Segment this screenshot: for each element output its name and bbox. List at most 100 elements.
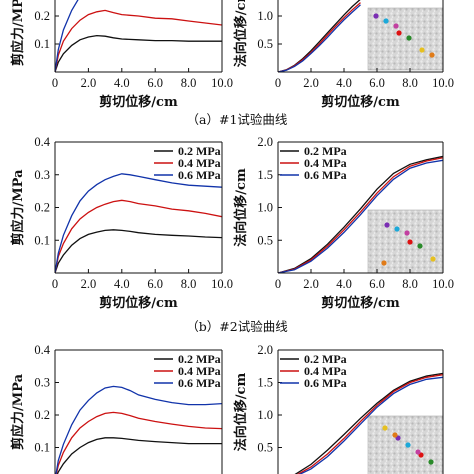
series-line-0-0 [55,34,222,72]
specimen-photo-0 [367,7,444,71]
legend-label: 0.4 MPa [304,364,347,378]
x-tick-label: 10.0 [432,277,454,291]
x-tick-label: 2.0 [81,277,97,291]
series-line-5-2 [298,376,443,474]
x-tick-label: 0 [52,277,58,291]
series-line-2-1 [55,199,222,273]
legend-label: 0.4 MPa [178,364,221,378]
legend-label: 0.6 MPa [178,168,221,182]
x-tick-label: 2.0 [81,76,97,90]
x-tick-label: 8.0 [181,277,197,291]
series-line-1-0 [278,0,361,72]
x-axis-label: 剪切位移/cm [99,295,178,311]
caption-b: （b）#2试验曲线 [186,319,288,334]
legend-label: 0.4 MPa [178,156,221,170]
legend-label: 0.6 MPa [304,376,347,390]
x-tick-label: 4.0 [114,76,130,90]
y-axis-label: 剪应力/MPa [10,0,26,66]
y-tick-label: 0.3 [34,168,50,182]
caption-a: （a）#1试验曲线 [187,112,288,127]
y-tick-label: 1.5 [257,376,273,390]
chart-1: 0.5 1.0 0 2.0 4.0 6.0 8.0 10.0 剪切位移/cm 法向位移/cm [233,0,454,110]
x-tick-label: 4.0 [336,277,352,291]
x-tick-label: 6.0 [369,277,385,291]
series-line-1-2 [278,4,361,72]
series-line-2-0 [55,229,222,273]
x-tick-label: 0 [52,76,58,90]
legend-label: 0.2 MPa [178,144,221,158]
series-line-1-1 [278,2,361,72]
series-line-3-1 [278,157,443,273]
x-tick-label: 8.0 [402,277,418,291]
y-tick-label: 1.0 [257,9,273,23]
y-axis-label: 剪应力/MPa [10,169,26,246]
legend-label: 0.4 MPa [304,156,347,170]
series-line-0-2 [55,0,79,72]
x-axis-label: 剪切位移/cm [321,94,400,110]
y-tick-label: 0.3 [34,376,50,390]
x-tick-label: 10.0 [432,76,454,90]
series-line-5-1 [296,374,443,474]
series-line-4-1 [55,411,222,474]
x-tick-label: 2.0 [303,277,319,291]
specimen-photo-2 [367,415,444,474]
series-line-2-2 [55,173,222,273]
y-tick-label: 2.0 [257,135,273,149]
y-tick-label: 0.1 [34,233,50,247]
series-line-4-0 [56,437,222,474]
series-line-3-2 [278,159,443,273]
y-axis-label: 法向位移/cm [233,373,249,452]
y-tick-label: 0.4 [34,135,50,149]
y-tick-label: 0.1 [34,441,50,455]
y-axis-label: 法向位移/cm [233,0,249,67]
x-tick-label: 8.0 [402,76,418,90]
y-tick-label: 0.4 [34,343,50,357]
legend-label: 0.2 MPa [304,144,347,158]
chart-3: 0.5 1.0 1.5 2.0 0 2.0 4.0 6.0 8.0 10.0 剪切位移/cm 法向位移… [233,135,454,311]
x-tick-label: 10.0 [211,277,233,291]
series-line-3-0 [278,155,443,273]
x-tick-label: 6.0 [147,76,163,90]
x-tick-label: 4.0 [114,277,130,291]
x-tick-label: 0 [275,277,281,291]
legend-label: 0.6 MPa [304,168,347,182]
x-tick-label: 8.0 [181,76,197,90]
x-tick-label: 0 [275,76,281,90]
y-tick-label: 1.0 [257,201,273,215]
x-tick-label: 2.0 [303,76,319,90]
legend-label: 0.2 MPa [304,352,347,366]
y-tick-label: 0.2 [34,201,50,215]
y-axis-label: 剪应力/MPa [10,373,26,450]
x-axis-label: 剪切位移/cm [99,94,178,110]
y-tick-label: 0.1 [34,37,50,51]
y-tick-label: 0.2 [34,9,50,23]
series-line-4-2 [55,385,222,474]
x-tick-label: 6.0 [369,76,385,90]
y-tick-label: 0.5 [257,37,273,51]
y-tick-label: 1.5 [257,168,273,182]
legend-label: 0.2 MPa [178,352,221,366]
y-axis-label: 法向位移/cm [233,168,249,247]
legend-label: 0.6 MPa [178,376,221,390]
x-tick-label: 4.0 [336,76,352,90]
y-tick-label: 1.0 [257,408,273,422]
y-tick-label: 2.0 [257,343,273,357]
series-line-0-1 [55,9,222,72]
y-tick-label: 0.2 [34,408,50,422]
x-tick-label: 10.0 [211,76,233,90]
y-tick-label: 0.5 [257,233,273,247]
chart-2: 0.1 0.2 0.3 0.4 0 2.0 4.0 6.0 8.0 10.0 剪切位移/cm 剪应力/… [10,135,233,311]
chart-0: 0.1 0.2 0 2.0 4.0 6.0 8.0 10.0 剪切位移/cm 剪应力/MPa [10,0,233,110]
x-tick-label: 6.0 [147,277,163,291]
y-tick-label: 0.5 [257,441,273,455]
specimen-photo-1 [367,209,444,274]
series-line-5-0 [294,372,443,474]
x-axis-label: 剪切位移/cm [321,295,400,311]
